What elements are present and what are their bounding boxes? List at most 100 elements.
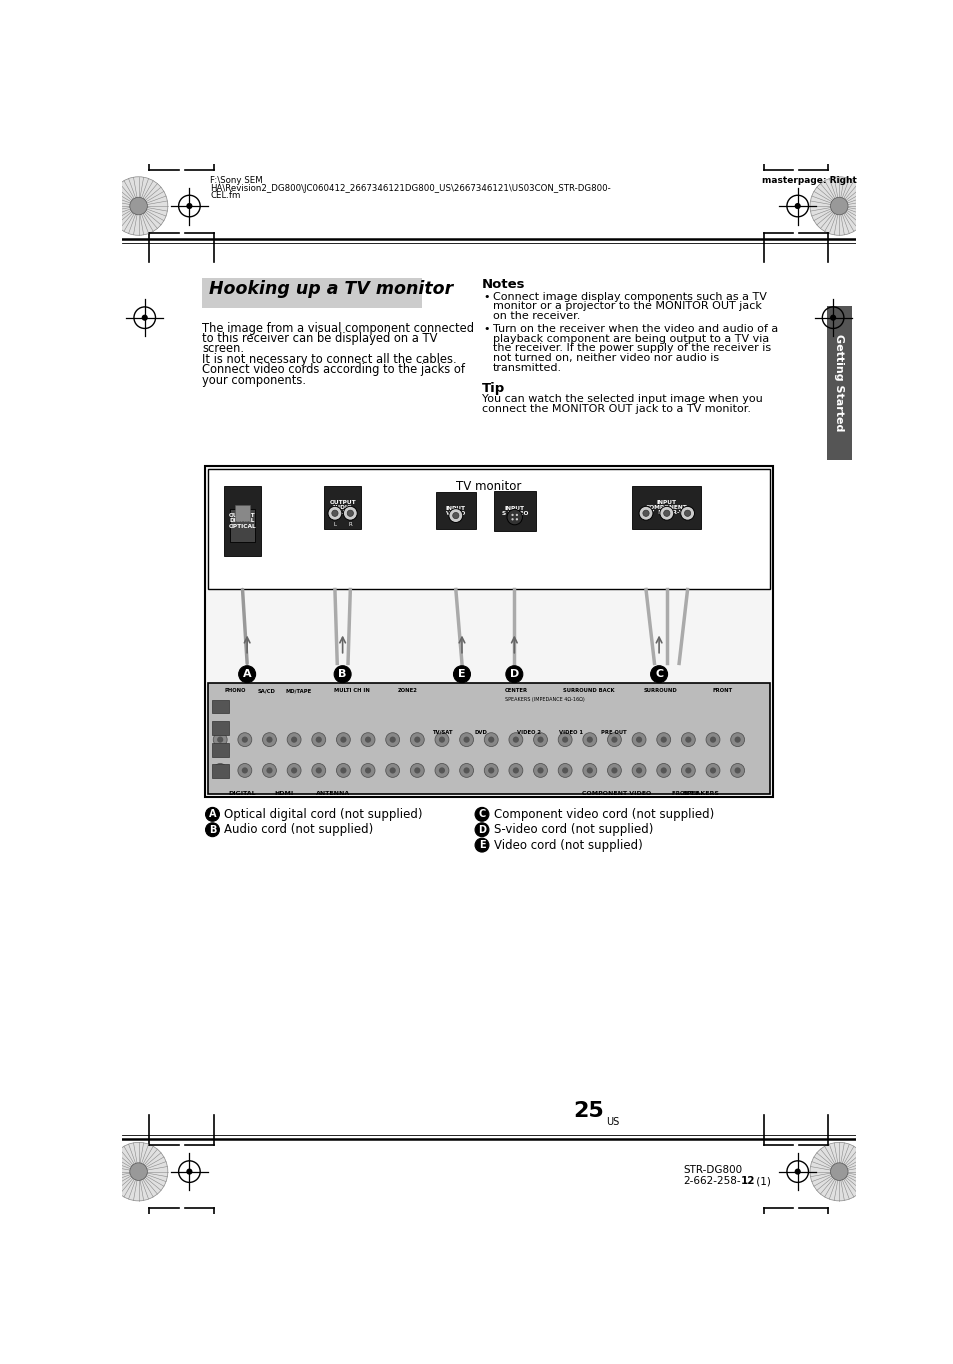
Text: Connect image display components such as a TV: Connect image display components such as… <box>493 292 766 301</box>
Circle shape <box>385 764 399 777</box>
Circle shape <box>453 666 470 682</box>
Circle shape <box>463 737 469 743</box>
Circle shape <box>205 822 219 836</box>
Text: transmitted.: transmitted. <box>493 363 561 372</box>
Circle shape <box>511 514 513 516</box>
Circle shape <box>639 506 652 520</box>
Text: F:\Sony SEM: F:\Sony SEM <box>210 176 263 186</box>
Bar <box>324 487 361 529</box>
Text: PRE OUT: PRE OUT <box>600 730 626 735</box>
Bar <box>213 700 229 713</box>
Text: Notes: Notes <box>481 278 525 291</box>
Bar <box>213 764 229 777</box>
Circle shape <box>561 768 568 773</box>
Circle shape <box>130 198 147 214</box>
Text: B: B <box>209 825 216 835</box>
Circle shape <box>334 666 351 682</box>
Circle shape <box>516 514 517 516</box>
Text: connect the MONITOR OUT jack to a TV monitor.: connect the MONITOR OUT jack to a TV mon… <box>481 404 750 413</box>
Circle shape <box>315 768 321 773</box>
Circle shape <box>650 666 667 682</box>
Text: Connect video cords according to the jacks of: Connect video cords according to the jac… <box>202 363 465 376</box>
Text: C: C <box>477 809 485 820</box>
Text: The image from a visual component connected: The image from a visual component connec… <box>202 322 474 334</box>
Text: US: US <box>605 1117 618 1127</box>
Text: screen.: screen. <box>202 342 244 355</box>
Bar <box>436 492 476 529</box>
Circle shape <box>205 807 219 821</box>
Circle shape <box>365 768 371 773</box>
Circle shape <box>636 768 641 773</box>
Circle shape <box>809 1143 867 1200</box>
Text: your components.: your components. <box>202 374 306 386</box>
Text: SPEAKERS: SPEAKERS <box>681 791 719 797</box>
Circle shape <box>656 764 670 777</box>
Circle shape <box>459 732 473 746</box>
Circle shape <box>213 732 227 746</box>
Circle shape <box>449 509 462 522</box>
Text: Audio cord (not supplied): Audio cord (not supplied) <box>224 824 373 836</box>
Text: STR-DG800: STR-DG800 <box>683 1165 742 1174</box>
Circle shape <box>533 732 547 746</box>
Text: not turned on, neither video nor audio is: not turned on, neither video nor audio i… <box>493 353 719 363</box>
Text: Video cord (not supplied): Video cord (not supplied) <box>493 839 641 851</box>
Circle shape <box>291 737 297 743</box>
Circle shape <box>794 1169 800 1174</box>
Circle shape <box>830 1163 847 1180</box>
Circle shape <box>680 764 695 777</box>
Circle shape <box>389 737 395 743</box>
Circle shape <box>336 732 350 746</box>
Text: E: E <box>457 670 465 679</box>
Text: ZONE2: ZONE2 <box>396 687 416 693</box>
Text: TV monitor: TV monitor <box>456 480 521 494</box>
Circle shape <box>332 510 337 517</box>
Circle shape <box>315 737 321 743</box>
Text: monitor or a projector to the MONITOR OUT jack: monitor or a projector to the MONITOR OU… <box>493 301 760 311</box>
Text: PHONO: PHONO <box>224 687 245 693</box>
Text: D: D <box>509 670 518 679</box>
Circle shape <box>186 1169 193 1174</box>
Text: MD/TAPE: MD/TAPE <box>285 687 312 693</box>
Circle shape <box>217 737 223 743</box>
Text: SPEAKERS (IMPEDANCE 4Ω-16Ω): SPEAKERS (IMPEDANCE 4Ω-16Ω) <box>504 697 584 702</box>
Circle shape <box>607 732 620 746</box>
Circle shape <box>680 732 695 746</box>
Circle shape <box>730 764 743 777</box>
Circle shape <box>262 764 276 777</box>
Circle shape <box>347 510 353 517</box>
Circle shape <box>684 768 691 773</box>
Text: You can watch the selected input image when you: You can watch the selected input image w… <box>481 394 762 404</box>
Text: playback component are being output to a TV via: playback component are being output to a… <box>493 334 768 344</box>
Circle shape <box>632 764 645 777</box>
Circle shape <box>632 732 645 746</box>
Circle shape <box>558 732 572 746</box>
Circle shape <box>734 768 740 773</box>
Text: 12: 12 <box>740 1176 755 1187</box>
Circle shape <box>328 506 341 520</box>
Circle shape <box>607 764 620 777</box>
Circle shape <box>505 666 522 682</box>
Text: DIGITAL: DIGITAL <box>228 791 255 797</box>
Circle shape <box>642 510 648 517</box>
Circle shape <box>709 768 716 773</box>
Circle shape <box>241 737 248 743</box>
Text: L: L <box>334 522 336 528</box>
Text: HA\Revision2_DG800\JC060412_2667346121DG800_US\2667346121\US03CON_STR-DG800-: HA\Revision2_DG800\JC060412_2667346121DG… <box>210 184 610 192</box>
Text: (1): (1) <box>752 1176 770 1187</box>
Circle shape <box>516 518 517 521</box>
Bar <box>230 509 254 542</box>
Circle shape <box>266 737 273 743</box>
Circle shape <box>488 768 494 773</box>
Circle shape <box>385 732 399 746</box>
Circle shape <box>453 513 458 518</box>
Circle shape <box>241 768 248 773</box>
Circle shape <box>389 768 395 773</box>
Text: CEL.fm: CEL.fm <box>210 191 240 201</box>
Circle shape <box>287 764 301 777</box>
Circle shape <box>130 1163 147 1180</box>
Text: DVD: DVD <box>474 730 487 735</box>
Circle shape <box>586 768 592 773</box>
Circle shape <box>475 839 488 852</box>
Circle shape <box>659 506 673 520</box>
Circle shape <box>506 509 522 525</box>
